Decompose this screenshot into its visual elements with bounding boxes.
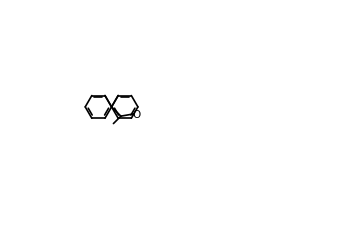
Text: O: O xyxy=(133,110,141,120)
